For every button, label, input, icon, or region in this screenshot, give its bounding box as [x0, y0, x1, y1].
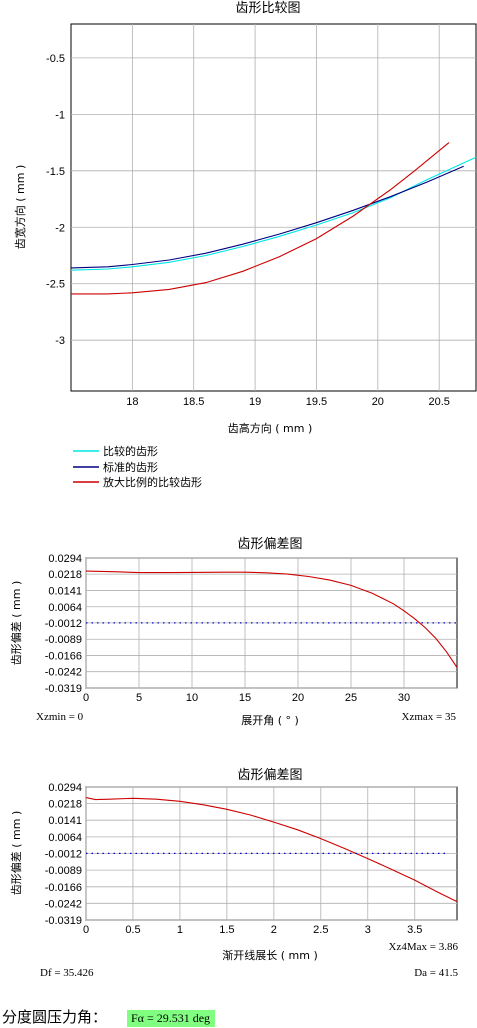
x-tick-label: 19	[249, 396, 261, 408]
y-tick-label: 0.0218	[48, 798, 82, 810]
y-tick-label: -1.5	[46, 166, 65, 178]
chart2-title: 齿形偏差图	[237, 537, 302, 552]
chart2-y-axis-label: 齿形偏差 ( mm )	[9, 581, 23, 666]
x-tick-label: 25	[345, 692, 357, 704]
y-tick-label: -1	[55, 109, 65, 121]
legend-label-standard: 标准的齿形	[103, 460, 158, 474]
pressure-angle-value: Fα = 29.531 deg	[127, 1010, 215, 1027]
series-line-0	[85, 797, 458, 903]
x-tick-label: 18.5	[183, 396, 204, 408]
y-tick-label: 0.0218	[48, 569, 82, 581]
y-tick-label: -3	[55, 335, 65, 347]
y-tick-label: 0.0064	[48, 832, 82, 844]
y-tick-label: -2	[55, 222, 65, 234]
y-tick-label: 0.0294	[48, 553, 82, 565]
chart3-da: Da = 41.5	[414, 967, 458, 979]
y-tick-label: -0.0166	[45, 651, 82, 663]
x-tick-label: 0	[83, 692, 89, 704]
x-tick-label: 18	[126, 396, 138, 408]
y-tick-label: -2.5	[46, 279, 65, 291]
y-tick-label: -0.0089	[45, 865, 82, 877]
x-tick-label: 20.5	[428, 396, 449, 408]
chart1-x-ticks: 18 18.5 19 19.5 20 20.5	[126, 396, 450, 408]
y-tick-label: -0.0319	[45, 683, 82, 695]
y-tick-label: -0.0242	[45, 667, 82, 679]
x-tick-label: 30	[398, 692, 410, 704]
chart1-y-ticks: -0.5 -1 -1.5 -2 -2.5 -3	[46, 53, 65, 347]
x-tick-label: 15	[239, 692, 251, 704]
chart3-y-axis-label: 齿形偏差 ( mm )	[9, 811, 23, 896]
x-tick-label: 1	[177, 924, 183, 936]
chart2-y-ticks: 0.0294 0.0218 0.0141 0.0064 -0.0012 -0.0089 -0…	[45, 553, 82, 695]
chart3-series	[85, 797, 458, 903]
chart1-x-axis-label: 齿高方向 ( mm )	[228, 421, 313, 435]
x-tick-label: 2	[271, 924, 277, 936]
x-tick-label: 2.5	[313, 924, 328, 936]
chart3-y-ticks: 0.0294 0.0218 0.0141 0.0064 -0.0012 -0.0089 -0…	[45, 782, 82, 927]
chart2-xzmin: Xzmin = 0	[36, 711, 84, 723]
y-tick-label: -0.0012	[45, 848, 82, 860]
series-line-0	[85, 570, 458, 668]
series-line-1	[70, 165, 464, 269]
y-tick-label: -0.0242	[45, 898, 82, 910]
x-tick-label: 10	[186, 692, 198, 704]
y-tick-label: -0.0319	[45, 915, 82, 927]
x-tick-label: 3	[365, 924, 371, 936]
y-tick-label: 0.0141	[48, 815, 82, 827]
y-tick-label: 0.0294	[48, 782, 82, 794]
x-tick-label: 3.5	[407, 924, 422, 936]
x-tick-label: 20	[372, 396, 384, 408]
y-tick-label: -0.5	[46, 53, 65, 65]
x-tick-label: 0	[83, 924, 89, 936]
chart1-grid	[71, 24, 476, 391]
y-tick-label: 0.0064	[48, 602, 82, 614]
y-tick-label: -0.0166	[45, 882, 82, 894]
y-tick-label: -0.0012	[45, 618, 82, 630]
pressure-angle-label: 分度圆压力角：	[2, 1008, 108, 1026]
chart2-x-axis-label: 展开角 ( ° )	[241, 714, 299, 727]
legend-label-scaled: 放大比例的比较齿形	[103, 475, 202, 489]
series-line-2	[71, 142, 450, 295]
x-tick-label: 20	[292, 692, 304, 704]
chart3-xz4max: Xz4Max = 3.86	[389, 941, 459, 953]
chart3-x-ticks: 0 0.5 1 1.5 2 2.5 3 3.5	[83, 924, 422, 936]
x-tick-label: 1.5	[219, 924, 234, 936]
x-tick-label: 0.5	[125, 924, 140, 936]
y-tick-label: -0.0089	[45, 634, 82, 646]
chart2-x-ticks: 0 5 10 15 20 25 30	[83, 692, 410, 704]
chart3-x-axis-label: 渐开线展长 ( mm )	[222, 948, 318, 962]
chart2-series	[85, 570, 458, 668]
x-tick-label: 19.5	[306, 396, 327, 408]
x-tick-label: 5	[136, 692, 142, 704]
chart1-title: 齿形比较图	[235, 1, 300, 16]
legend-label-compare: 比较的齿形	[103, 444, 158, 458]
chart1-legend: 比较的齿形 标准的齿形 放大比例的比较齿形	[73, 444, 202, 489]
chart1-y-axis-label: 齿宽方向 ( mm )	[13, 165, 27, 250]
chart3-df: Df = 35.426	[40, 967, 94, 979]
chart2-xzmax: Xzmax = 35	[402, 711, 457, 723]
chart3-title: 齿形偏差图	[237, 768, 302, 783]
chart1-plot-frame	[70, 23, 477, 392]
y-tick-label: 0.0141	[48, 585, 82, 597]
chart1-series	[70, 142, 477, 295]
